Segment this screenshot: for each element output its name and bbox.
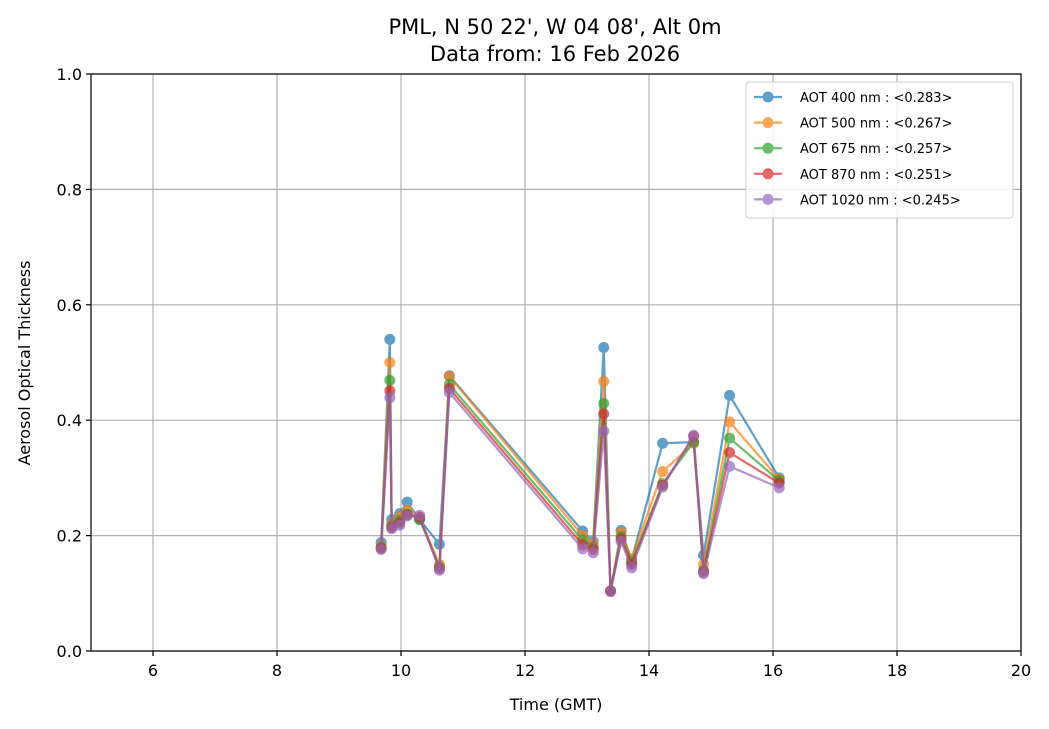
data-point xyxy=(598,408,610,420)
data-point xyxy=(724,447,736,459)
y-tick-label: 0.4 xyxy=(57,411,82,430)
legend-marker xyxy=(762,117,774,129)
ticks: 6 8 10 12 14 16 18 20 0.0 0.2 0.4 0.6 0.8 1.0 xyxy=(57,65,1032,680)
x-axis-label: Time (GMT) xyxy=(509,695,603,714)
data-point xyxy=(433,564,445,576)
data-point xyxy=(384,333,396,345)
series-4 xyxy=(375,387,785,598)
y-axis-label: Aerosol Optical Thickness xyxy=(15,261,34,466)
legend-item xyxy=(754,117,782,129)
data-point xyxy=(657,437,669,449)
data-point xyxy=(598,376,610,388)
data-point xyxy=(401,510,413,522)
x-tick-label: 6 xyxy=(148,661,158,680)
data-point xyxy=(626,562,638,574)
data-point xyxy=(605,586,617,598)
legend-marker xyxy=(762,142,774,154)
data-point xyxy=(414,509,426,521)
data-point xyxy=(598,397,610,409)
data-point xyxy=(443,387,455,399)
legend-label: AOT 675 nm : <0.257> xyxy=(800,142,952,157)
y-tick-label: 0.2 xyxy=(57,527,82,546)
y-tick-label: 0.6 xyxy=(57,296,82,315)
x-tick-label: 18 xyxy=(887,661,907,680)
data-point xyxy=(615,535,627,547)
chart-title-line-2: Data from: 16 Feb 2026 xyxy=(430,42,680,66)
legend-item xyxy=(754,142,782,154)
series-layer xyxy=(375,333,785,598)
data-point xyxy=(724,460,736,472)
legend-label: AOT 870 nm : <0.251> xyxy=(800,168,952,183)
legend-marker xyxy=(762,168,774,180)
x-tick-label: 12 xyxy=(515,661,535,680)
x-tick-label: 10 xyxy=(391,661,411,680)
legend-label: AOT 400 nm : <0.283> xyxy=(800,91,952,106)
data-point xyxy=(724,389,736,401)
legend-label: AOT 1020 nm : <0.245> xyxy=(800,193,961,208)
y-tick-label: 1.0 xyxy=(57,65,82,84)
data-point xyxy=(394,519,406,531)
plot-frame xyxy=(90,73,1022,652)
data-point xyxy=(384,392,396,404)
x-tick-label: 14 xyxy=(639,661,659,680)
x-tick-label: 20 xyxy=(1011,661,1031,680)
data-point xyxy=(773,482,785,494)
chart-title-line-1: PML, N 50 22', W 04 08', Alt 0m xyxy=(388,15,721,39)
data-point xyxy=(401,496,413,508)
data-point xyxy=(598,425,610,437)
data-point xyxy=(724,432,736,444)
data-point xyxy=(598,341,610,353)
data-point xyxy=(657,481,669,493)
x-tick-label: 8 xyxy=(272,661,282,680)
legend-marker xyxy=(762,193,774,205)
legend-label: AOT 500 nm : <0.267> xyxy=(800,117,952,132)
data-point xyxy=(688,429,700,441)
legend-box xyxy=(745,81,1014,219)
legend-marker xyxy=(762,91,774,103)
data-point xyxy=(724,416,736,428)
data-point xyxy=(698,568,710,580)
legend-item xyxy=(754,168,782,180)
data-point xyxy=(657,466,669,478)
data-point xyxy=(384,374,396,386)
y-tick-label: 0.8 xyxy=(57,180,82,199)
data-point xyxy=(375,543,387,555)
legend-item xyxy=(754,91,782,103)
data-point xyxy=(443,370,455,382)
legend: AOT 400 nm : <0.283> AOT 500 nm : <0.267>… xyxy=(745,81,1014,219)
y-tick-label: 0.0 xyxy=(57,642,82,661)
data-point xyxy=(587,547,599,559)
legend-item xyxy=(754,193,782,205)
data-point xyxy=(384,357,396,368)
data-point xyxy=(577,543,589,555)
x-tick-label: 16 xyxy=(763,661,783,680)
